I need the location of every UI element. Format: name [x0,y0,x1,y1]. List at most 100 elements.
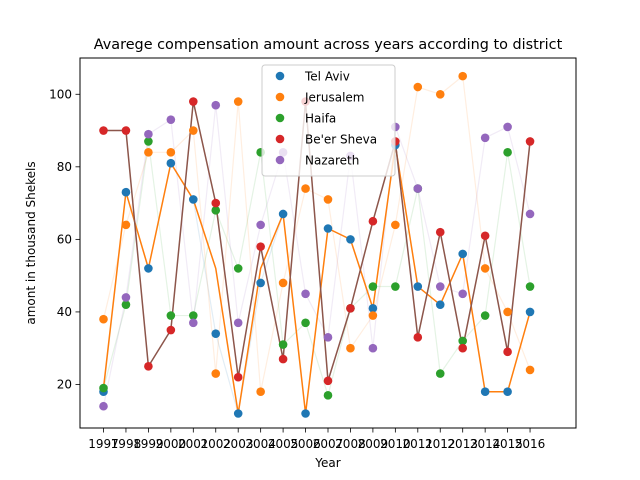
point-s4-19 [525,209,535,219]
point-s1-4 [189,126,198,135]
point-s1-1 [121,220,131,230]
x-tick-label-1: 1998 [111,437,142,451]
point-s3-19 [525,137,535,146]
x-tick-label-9: 2006 [290,437,321,451]
x-axis-label: Year [314,456,340,470]
point-s2-9 [301,318,310,328]
x-tick-label-2: 1999 [133,437,164,451]
legend-marker-4 [275,155,285,165]
x-tick-label-8: 2005 [268,437,299,451]
point-s3-2 [144,362,153,371]
point-s1-8 [278,278,288,288]
point-s2-1 [121,300,131,309]
point-s1-7 [256,387,265,397]
point-s0-5 [211,329,221,338]
point-s4-16 [458,289,468,299]
point-s4-10 [323,333,333,342]
point-s3-10 [323,376,333,386]
point-s1-2 [144,148,153,157]
point-s3-17 [480,231,490,241]
point-s4-3 [166,115,176,124]
point-s0-9 [301,409,310,418]
y-tick-label-0: 20 [57,377,72,391]
x-tick-label-15: 2012 [425,437,456,451]
point-s4-9 [301,289,310,299]
y-tick-label-3: 80 [57,160,72,174]
point-s1-13 [391,220,400,230]
point-s3-5 [211,198,221,208]
legend-label-3: Be'er Sheva [305,133,377,147]
legend-label-4: Nazareth [305,154,359,168]
point-s3-3 [166,325,176,335]
point-s4-15 [435,282,445,291]
point-s3-4 [189,97,198,106]
point-s0-1 [121,187,131,197]
point-s0-6 [233,409,243,418]
legend-marker-0 [275,71,285,81]
point-s2-4 [189,311,198,320]
point-s3-15 [435,227,445,237]
point-s2-8 [278,340,288,349]
point-s0-7 [256,278,265,288]
point-s0-3 [166,158,176,168]
point-s0-17 [480,387,490,397]
x-tick-label-12: 2009 [358,437,389,451]
x-tick-label-3: 2000 [156,437,187,451]
point-s1-0 [99,314,108,324]
y-tick-label-4: 100 [49,87,72,101]
point-s1-15 [435,89,445,99]
point-s4-0 [99,401,108,411]
point-s2-17 [480,311,490,320]
x-tick-label-13: 2010 [380,437,411,451]
point-s0-18 [503,387,512,397]
point-s4-14 [413,184,423,193]
x-tick-label-6: 2003 [223,437,254,451]
point-s1-16 [458,71,468,81]
point-s4-18 [503,122,512,132]
point-s1-10 [323,195,333,204]
legend-label-0: Tel Aviv [304,70,350,84]
point-s0-2 [144,264,153,273]
point-s3-0 [99,126,108,135]
x-axis: 1997199819992000200120022003200420052006… [88,428,545,451]
trend-line-1 [103,101,531,382]
point-s4-1 [121,293,131,302]
x-tick-label-16: 2013 [447,437,478,451]
point-s1-17 [480,264,490,273]
trend-line-0 [102,144,531,414]
point-s2-13 [391,282,400,291]
point-s1-12 [368,311,378,320]
point-s2-0 [99,383,108,393]
point-s1-11 [346,343,355,353]
trend-lines [102,101,531,414]
point-s4-6 [233,318,243,328]
point-s1-19 [525,365,535,375]
point-s2-15 [435,369,445,378]
point-s4-4 [189,318,198,328]
x-tick-label-18: 2015 [492,437,523,451]
legend-box [261,64,396,177]
x-tick-label-7: 2004 [245,437,276,451]
y-axis-label: amont in thousand Shekels [24,161,38,324]
point-s4-17 [480,133,490,143]
point-s2-12 [368,282,378,291]
point-s4-2 [144,129,153,139]
point-s0-10 [323,224,333,233]
point-s0-14 [413,282,423,291]
point-s4-7 [256,220,265,230]
x-tick-label-14: 2011 [403,437,434,451]
point-s3-14 [413,333,423,342]
point-s3-1 [121,126,131,135]
point-s1-3 [166,148,176,157]
point-s0-19 [525,307,535,317]
x-tick-label-5: 2002 [200,437,231,451]
point-s2-19 [525,282,535,291]
point-s2-18 [503,148,512,157]
point-s1-9 [301,184,310,193]
x-tick-label-0: 1997 [88,437,119,451]
point-s0-8 [278,209,288,219]
point-s3-11 [346,303,355,313]
point-s2-16 [458,336,468,346]
point-s3-7 [256,242,265,251]
